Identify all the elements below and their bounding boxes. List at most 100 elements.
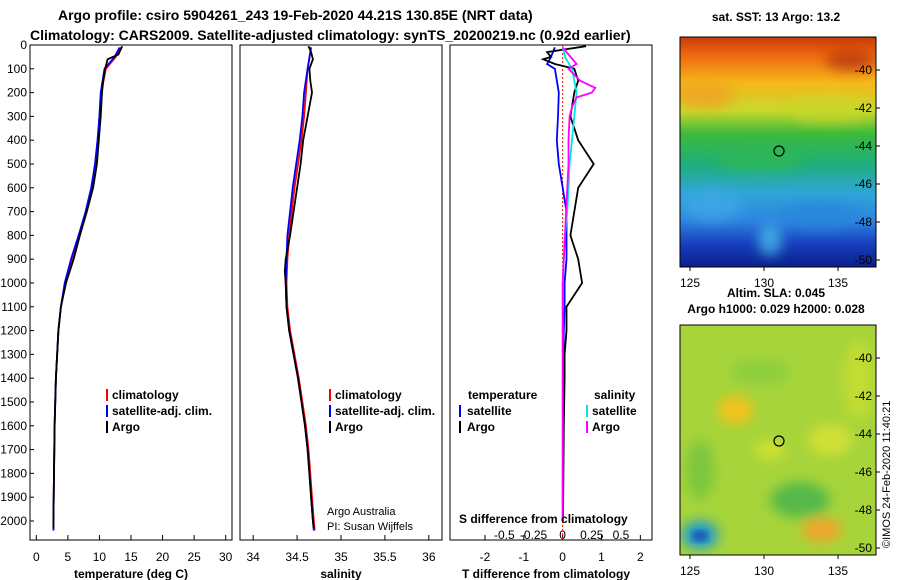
sst-map-title: sat. SST: 13 Argo: 13.2: [712, 10, 841, 24]
legend-t-argo: Argo: [467, 420, 495, 434]
x-tick-label: 36: [422, 550, 436, 564]
x-tick-label: 1: [598, 550, 605, 564]
legend-salinity-heading: salinity: [594, 388, 636, 402]
map-lon-label: 135: [828, 564, 848, 578]
salinity-panel: [239, 44, 443, 541]
title-line-2: Climatology: CARS2009. Satellite-adjuste…: [30, 27, 631, 43]
map-lon-label: 125: [680, 276, 700, 290]
map-lat-label: -48: [855, 215, 873, 229]
sst-map-frame: [679, 36, 877, 268]
title-line-1: Argo profile: csiro 5904261_243 19-Feb-2…: [58, 7, 533, 23]
s-tick-label: -0.5: [494, 528, 515, 542]
difference-legend: temperature satellite Argo salinity sate…: [459, 388, 637, 434]
depth-tick-label: 0: [20, 38, 27, 52]
series-difference-t-satellite: [545, 47, 568, 522]
depth-tick-label: 1500: [0, 395, 27, 409]
x-tick-label: 2: [637, 550, 644, 564]
depth-tick-label: 800: [7, 228, 27, 242]
legend-s-argo: Argo: [592, 420, 620, 434]
sla-map-title-1: Altim. SLA: 0.045: [727, 286, 825, 300]
depth-tick-label: 400: [7, 133, 27, 147]
map-lat-label: -42: [855, 389, 873, 403]
imos-credit: ©IMOS 24-Feb-2020 11:40:21: [881, 401, 893, 548]
depth-tick-label: 1600: [0, 419, 27, 433]
map-ticks: -40 -42 -44 -46 -48 -50 125 130 135 -40 -42 -44 -46 -…: [680, 63, 880, 578]
temperature-panel: [29, 44, 233, 541]
annotation-pi: PI: Susan Wijffels: [327, 521, 413, 533]
legend-climatology: climatology: [335, 388, 402, 402]
depth-tick-label: 1900: [0, 490, 27, 504]
legend-temperature-heading: temperature: [468, 388, 538, 402]
s-tick-label: 0.5: [613, 528, 630, 542]
depth-tick-label: 1700: [0, 443, 27, 457]
map-lat-label: -44: [855, 139, 873, 153]
depth-tick-label: 700: [7, 205, 27, 219]
profile-lines: [52, 45, 597, 540]
salinity-xlabel: salinity: [320, 567, 362, 580]
series-temperature-argo: [52, 45, 124, 529]
x-tick-label: 34.5: [285, 550, 309, 564]
float-position-marker: [773, 435, 785, 447]
x-tick-label: 10: [93, 550, 107, 564]
legend-satellite: satellite-adj. clim.: [112, 404, 212, 418]
map-lat-label: -50: [855, 253, 873, 267]
map-lon-label: 135: [828, 276, 848, 290]
x-tick-label: 34: [246, 550, 260, 564]
map-lat-label: -40: [855, 351, 873, 365]
sla-map-title-2: Argo h1000: 0.029 h2000: 0.028: [687, 302, 865, 316]
s-difference-label: S difference from climatology: [459, 512, 628, 526]
depth-tick-label: 200: [7, 86, 27, 100]
salinity-legend: climatology satellite-adj. clim. Argo: [329, 388, 435, 434]
depth-tick-label: 100: [7, 62, 27, 76]
depth-tick-label: 1000: [0, 276, 27, 290]
x-tick-label: 5: [65, 550, 72, 564]
depth-tick-label: 900: [7, 252, 27, 266]
map-lat-label: -50: [855, 541, 873, 555]
depth-tick-label: 1100: [1, 300, 27, 314]
series-difference-t-argo: [540, 45, 595, 522]
x-tick-label: -1: [518, 550, 529, 564]
axis-ticks: 0100200300400500600700800900100011001200…: [0, 38, 644, 564]
map-lon-label: 130: [754, 564, 774, 578]
depth-tick-label: 1800: [0, 466, 27, 480]
legend-s-satellite: satellite: [592, 404, 637, 418]
map-lat-label: -46: [855, 177, 873, 191]
series-difference-s-argo: [561, 46, 597, 521]
series-salinity-argo: [283, 45, 315, 529]
map-lon-label: 125: [680, 564, 700, 578]
legend-t-satellite: satellite: [467, 404, 512, 418]
x-tick-label: 30: [219, 550, 233, 564]
x-tick-label: 0: [559, 550, 566, 564]
depth-tick-label: 1200: [0, 324, 27, 338]
x-tick-label: 15: [124, 550, 138, 564]
map-lat-label: -42: [855, 101, 873, 115]
temperature-legend: climatology satellite-adj. clim. Argo: [106, 388, 212, 434]
x-tick-label: 35: [334, 550, 348, 564]
x-tick-label: 25: [187, 550, 201, 564]
depth-tick-label: 2000: [0, 514, 27, 528]
map-lat-label: -44: [855, 427, 873, 441]
x-tick-label: 20: [156, 550, 170, 564]
temperature-xlabel: temperature (deg C): [74, 567, 188, 580]
map-lon-label: 130: [754, 276, 774, 290]
depth-tick-label: 1300: [0, 347, 27, 361]
series-salinity-climatology: [285, 47, 316, 531]
series-temperature-satellite-adj-clim-: [52, 46, 121, 531]
depth-tick-label: 1400: [0, 371, 27, 385]
depth-tick-label: 600: [7, 181, 27, 195]
legend-argo: Argo: [112, 420, 140, 434]
difference-xlabel: T difference from climatology: [462, 567, 630, 580]
legend-argo: Argo: [335, 420, 363, 434]
map-lat-label: -40: [855, 63, 873, 77]
x-tick-label: 35.5: [373, 550, 397, 564]
difference-panel: [449, 44, 653, 541]
map-lat-label: -48: [855, 503, 873, 517]
x-tick-label: -2: [480, 550, 491, 564]
sla-map-frame: [679, 324, 877, 556]
sla-map: Altim. SLA: 0.045 Argo h1000: 0.029 h200…: [679, 286, 877, 556]
s-tick-label: 0.25: [580, 528, 604, 542]
map-lat-label: -46: [855, 465, 873, 479]
sst-map: sat. SST: 13 Argo: 13.2: [679, 10, 877, 268]
float-position-marker: [773, 145, 785, 157]
